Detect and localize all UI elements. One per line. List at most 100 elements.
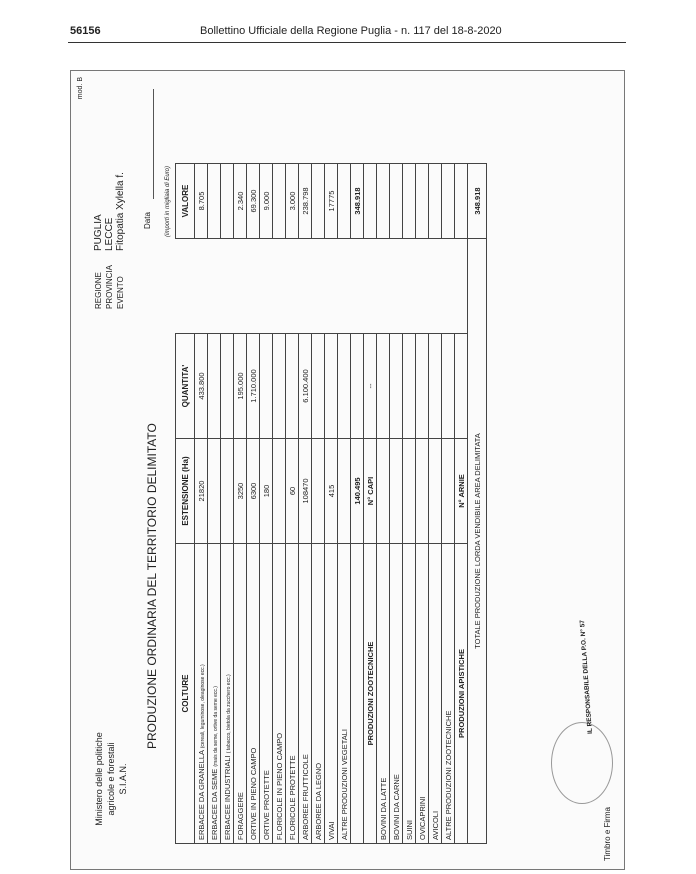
form-scan: Ministero delle politiche agricole e fore…	[70, 70, 625, 870]
crop-estensione	[337, 438, 351, 544]
blank-cell	[441, 438, 455, 544]
crop-name: ERBACEE DA SEME	[209, 768, 219, 840]
crop-quantita	[285, 333, 299, 439]
blank-cell	[389, 438, 403, 544]
livestock-header: PRODUZIONI ZOOTECNICHE	[363, 543, 377, 844]
crop-valore	[207, 163, 221, 239]
crop-estensione: 60	[285, 438, 299, 544]
crop-label: FORAGGERE	[233, 543, 247, 844]
blank-cell	[337, 238, 351, 334]
crop-note: (mais da seme, ortive da seme ecc.)	[212, 686, 219, 767]
livestock-header-row: PRODUZIONI ZOOTECNICHE N° CAPI --	[363, 163, 377, 844]
crop-quantita: 1.710.000	[246, 333, 260, 439]
blank-cell	[220, 238, 234, 334]
blank-cell	[415, 333, 429, 439]
region-row: PROVINCIA LECCE	[104, 172, 115, 309]
crop-row: ERBACEE INDUSTRIALI ( tabacco, bietola d…	[220, 163, 234, 844]
blank-cell	[285, 238, 299, 334]
livestock-label: BOVINI DA CARNE	[389, 543, 403, 844]
crop-name: FLORICOLE PROTETTE	[287, 755, 297, 840]
livestock-label: AVICOLI	[428, 543, 442, 844]
blank-cell	[428, 333, 442, 439]
crop-label: ORTIVE PROTETTE	[259, 543, 273, 844]
blank-cell	[454, 238, 468, 334]
blank-cell	[428, 438, 442, 544]
column-header: ESTENSIONE (Ha)	[175, 438, 195, 544]
blank-cell	[441, 238, 455, 334]
blank-cell	[376, 438, 390, 544]
blank-cell	[389, 163, 403, 239]
blank-cell	[415, 163, 429, 239]
crop-quantita	[311, 333, 325, 439]
crop-row: ORTIVE PROTETTE 180 9.000	[259, 163, 273, 844]
blank-cell	[311, 238, 325, 334]
region-value: PUGLIA	[93, 214, 104, 251]
crop-row: ALTRE PRODUZIONI VEGETALI	[337, 163, 351, 844]
crop-name: ORTIVE PROTETTE	[261, 770, 271, 840]
crop-row: VIVAI 415 17775	[324, 163, 338, 844]
blank-cell	[389, 333, 403, 439]
crop-row: ERBACEE DA GRANELLA (cereali, leguminose…	[194, 163, 208, 844]
livestock-row: BOVINI DA LATTE	[376, 163, 390, 844]
blank-cell	[441, 163, 455, 239]
crop-name: ORTIVE IN PIENO CAMPO	[248, 747, 258, 840]
crop-name: ALTRE PRODUZIONI VEGETALI	[339, 729, 349, 840]
crop-quantita	[259, 333, 273, 439]
signature: IL RESPONSABILE DELLA P.O. N° 57	[579, 619, 594, 735]
crop-quantita: 433.800	[194, 333, 208, 439]
region-info: REGIONE PUGLIA PROVINCIA LECCE EVENTO Fitopat…	[93, 172, 126, 309]
production-table: COLTURE ESTENSIONE (Ha) QUANTITA' VALORE ERB…	[175, 163, 487, 844]
crop-label: ALTRE PRODUZIONI VEGETALI	[337, 543, 351, 844]
crop-quantita	[337, 333, 351, 439]
blank-cell	[350, 238, 364, 334]
crop-row: FORAGGERE 3250 195.000 2.340	[233, 163, 247, 844]
region-value: LECCE	[104, 217, 115, 251]
stamp-label: Timbro e Firma	[603, 807, 612, 861]
blank-cell	[350, 333, 364, 439]
blank-cell	[402, 238, 416, 334]
region-label: REGIONE	[94, 272, 103, 309]
column-header: VALORE	[175, 163, 195, 239]
crop-label: FLORICOLE IN PIENO CAMPO	[272, 543, 286, 844]
blank-cell	[246, 238, 260, 334]
region-row: REGIONE PUGLIA	[93, 172, 104, 309]
totals-row: 140.495 348.918	[350, 163, 364, 844]
blank-cell	[428, 163, 442, 239]
column-header: COLTURE	[175, 543, 195, 844]
header-rule	[68, 42, 626, 43]
crop-name: ERBACEE INDUSTRIALI	[222, 755, 232, 840]
ministry-line: S.I.A.N.	[118, 763, 128, 795]
livestock-row: ALTRE PRODUZIONI ZOOTECNICHE	[441, 163, 455, 844]
crop-name: VIVAI	[326, 821, 336, 840]
blank-cell	[376, 163, 390, 239]
blank-cell	[298, 238, 312, 334]
crop-estensione: 6300	[246, 438, 260, 544]
crop-row: ORTIVE IN PIENO CAMPO 6300 1.710.000 69.300	[246, 163, 260, 844]
crop-quantita	[324, 333, 338, 439]
stamp	[551, 722, 613, 804]
blank-cell	[233, 238, 247, 334]
blank-cell	[363, 163, 377, 239]
crop-valore: 69.300	[246, 163, 260, 239]
crop-quantita	[207, 333, 221, 439]
livestock-row: BOVINI DA CARNE	[389, 163, 403, 844]
blank-cell	[324, 238, 338, 334]
blank-cell	[454, 333, 468, 439]
crop-label: ARBOREE FRUTTICOLE	[298, 543, 312, 844]
column-header: QUANTITA'	[175, 333, 195, 439]
crop-name: FLORICOLE IN PIENO CAMPO	[274, 732, 284, 840]
blank-cell	[363, 238, 377, 334]
date-line	[153, 89, 154, 199]
count-header: N° ARNIE	[454, 438, 468, 544]
blank-cell	[389, 238, 403, 334]
crop-valore	[272, 163, 286, 239]
grand-total-label: TOTALE PRODUZIONE LORDA VENDIBILE AREA D…	[467, 238, 487, 844]
crop-estensione	[207, 438, 221, 544]
crop-quantita: 6.100.400	[298, 333, 312, 439]
region-value: Fitopatia Xylella f.	[115, 172, 126, 251]
model-label: mod. B	[77, 77, 84, 100]
crop-estensione: 3250	[233, 438, 247, 544]
crop-estensione	[272, 438, 286, 544]
total-valore: 348.918	[350, 163, 364, 239]
grand-total-row: TOTALE PRODUZIONE LORDA VENDIBILE AREA D…	[467, 163, 487, 844]
